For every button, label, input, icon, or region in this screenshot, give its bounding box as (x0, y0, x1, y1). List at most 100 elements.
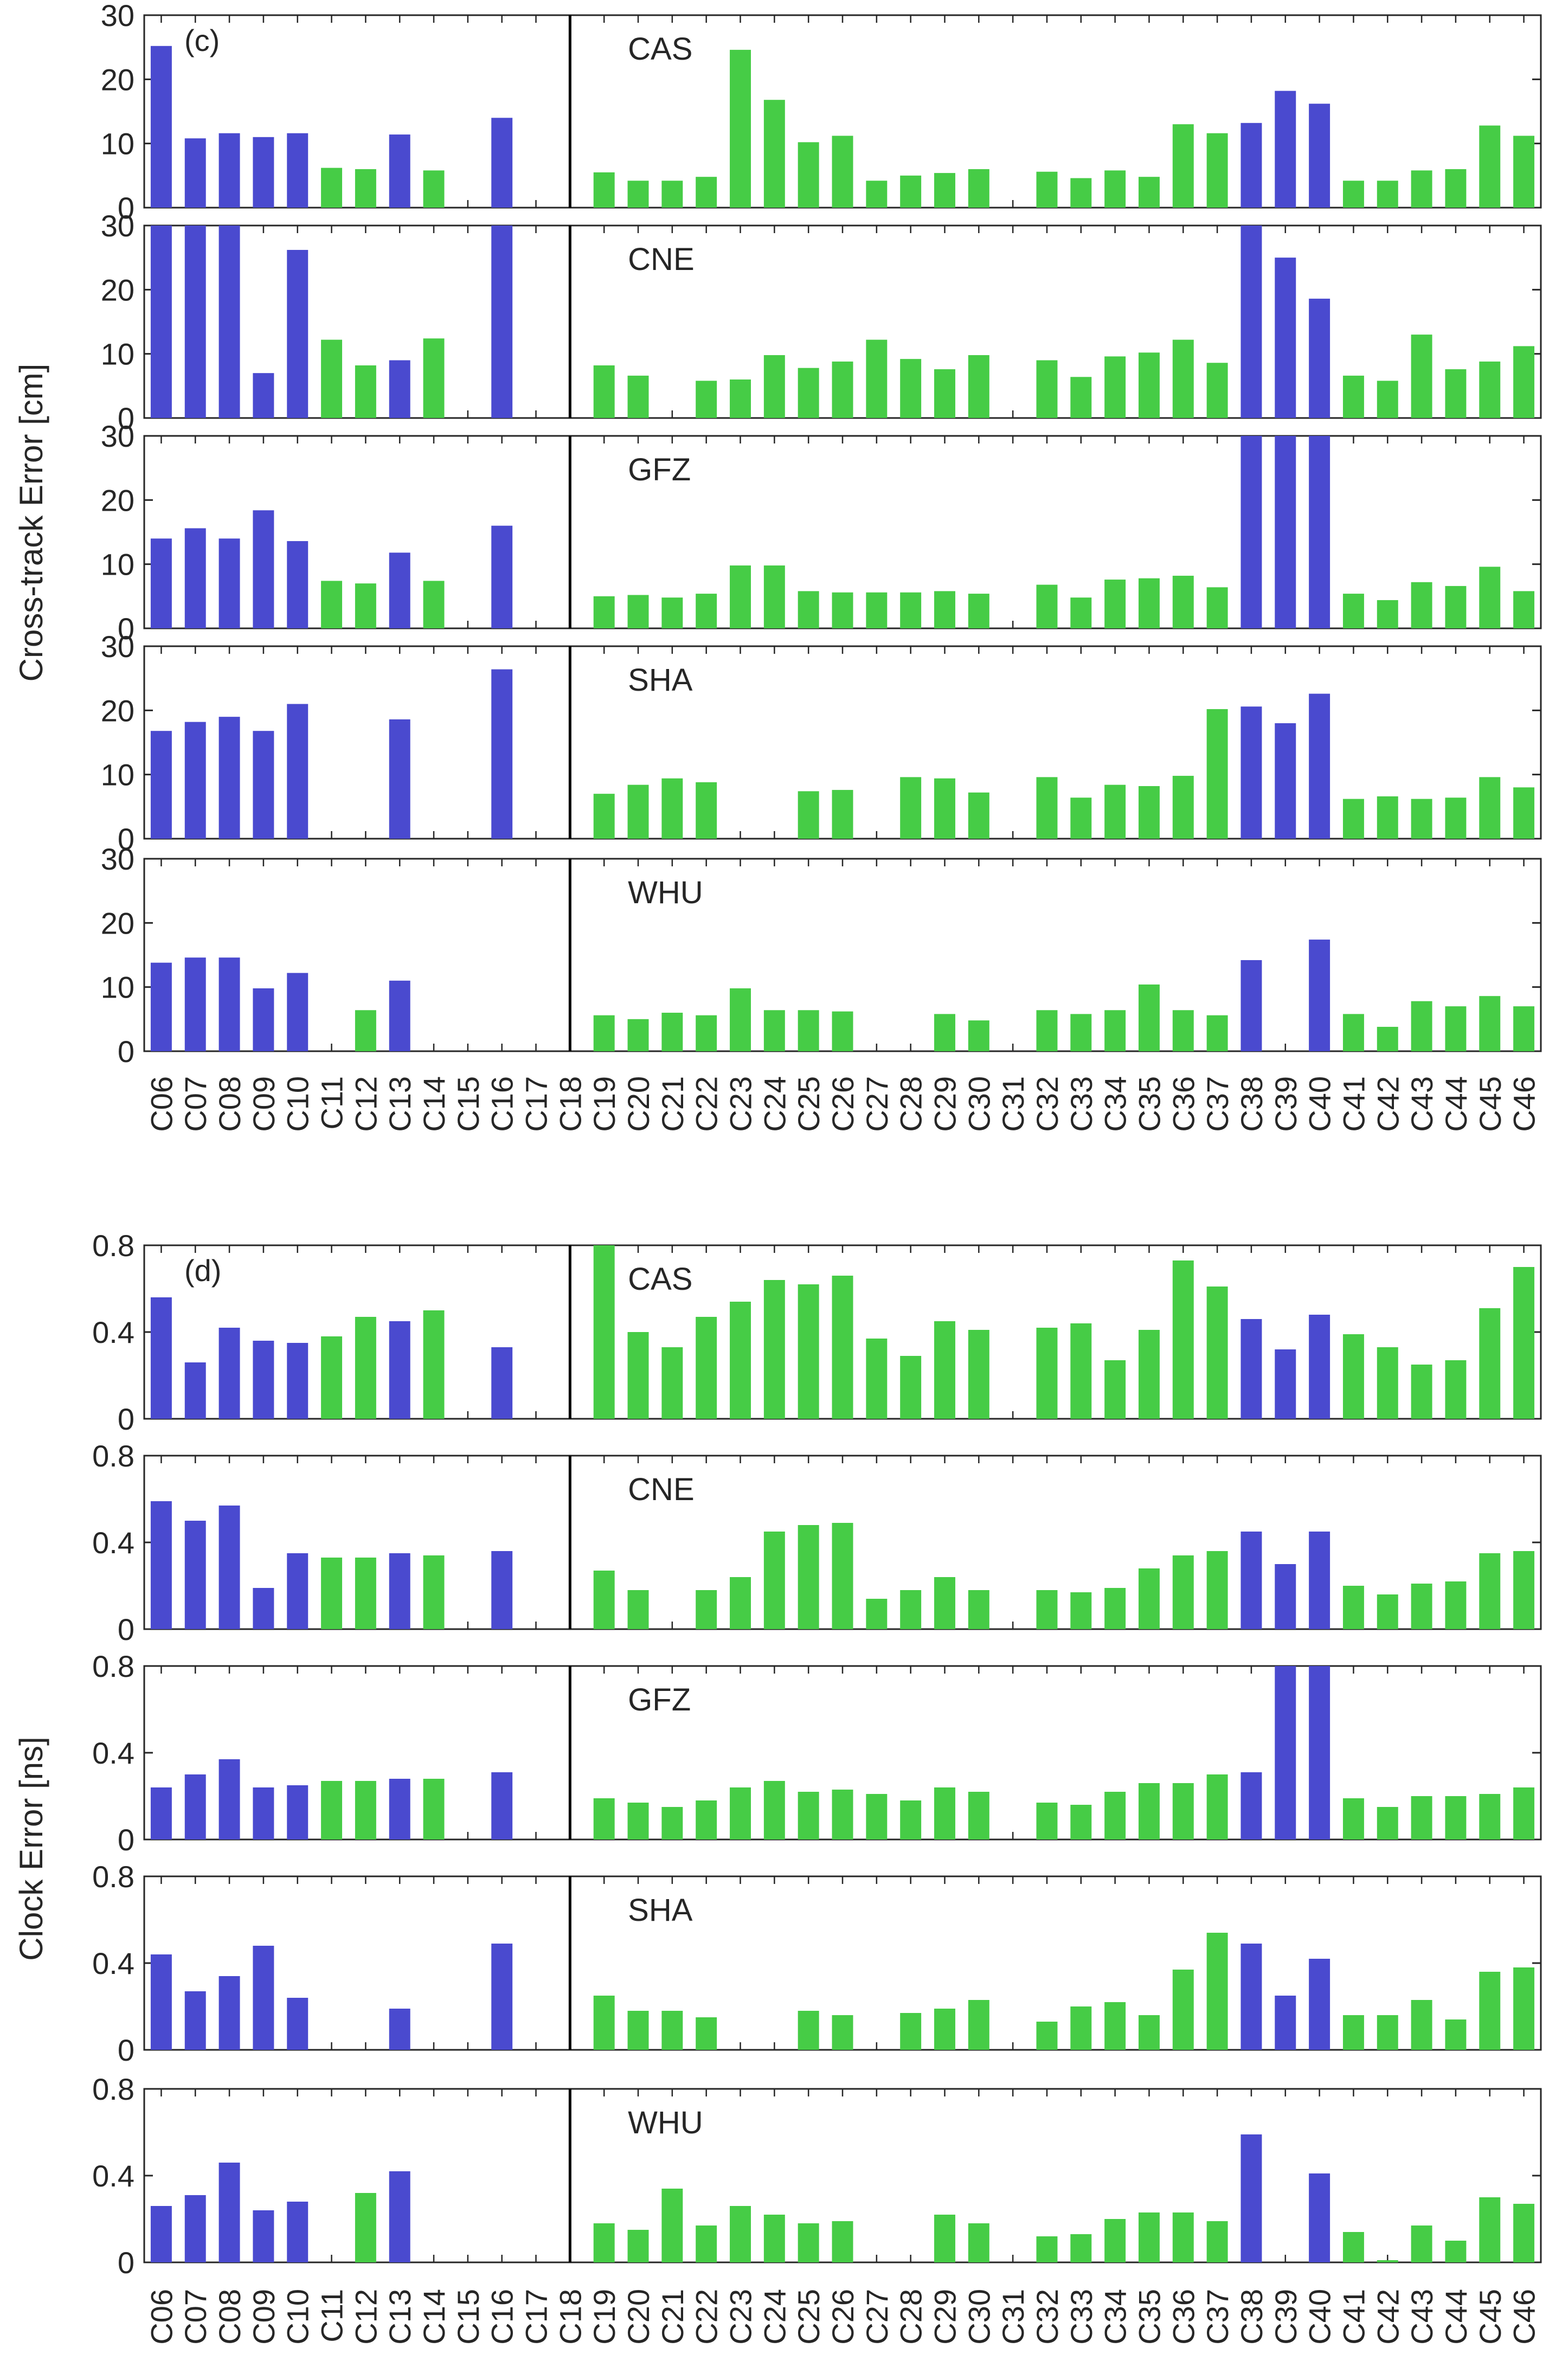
y-tick-label: 0.8 (92, 1649, 134, 1683)
x-tick-label: C06 (144, 2289, 178, 2345)
bar-gfz-c26 (832, 1790, 853, 1839)
bar-cas-c43 (1411, 170, 1432, 208)
x-tick-label: C24 (757, 1076, 792, 1132)
bar-whu-c41 (1342, 1014, 1364, 1051)
x-tick-label: C46 (1507, 1076, 1541, 1132)
bar-cas-c08 (218, 133, 240, 208)
bar-gfz-c12 (355, 1781, 376, 1839)
bar-gfz-c11 (321, 581, 343, 628)
bar-sha-c28 (900, 2013, 922, 2050)
y-tick-label: 0 (118, 1823, 134, 1857)
bar-cne-c26 (832, 1523, 853, 1629)
bar-cas-c42 (1377, 1347, 1398, 1419)
bar-whu-c09 (253, 2210, 274, 2262)
bar-cne-c11 (321, 339, 343, 418)
bar-gfz-c45 (1479, 1794, 1501, 1839)
y-tick-label: 30 (101, 629, 134, 664)
x-tick-label: C27 (860, 1076, 894, 1132)
bar-gfz-c39 (1275, 1666, 1296, 1839)
x-tick-label: C23 (724, 2289, 758, 2345)
bar-gfz-c13 (389, 1779, 410, 1839)
bar-whu-c29 (934, 2215, 955, 2262)
x-tick-label: C45 (1473, 2289, 1507, 2345)
y-tick-label: 10 (101, 337, 134, 371)
bar-whu-c44 (1445, 2241, 1467, 2262)
y-tick-label: 0.8 (92, 1860, 134, 1894)
x-tick-label: C08 (213, 2289, 247, 2345)
bar-sha-c34 (1104, 2002, 1126, 2050)
bar-cne-c44 (1445, 1581, 1467, 1629)
bar-cne-c42 (1377, 1594, 1398, 1629)
analysis-center-label: CNE (628, 1472, 694, 1507)
analysis-center-label: SHA (628, 662, 693, 698)
bar-gfz-c46 (1513, 591, 1535, 628)
bar-cas-c33 (1070, 178, 1092, 208)
bar-sha-c41 (1342, 799, 1364, 839)
bar-sha-c29 (934, 778, 955, 839)
x-tick-label: C35 (1132, 2289, 1166, 2345)
bar-sha-c10 (287, 704, 308, 839)
bar-whu-c13 (389, 2171, 410, 2262)
y-tick-label: 0.4 (92, 2159, 134, 2193)
bar-sha-c42 (1377, 796, 1398, 839)
x-tick-label: C30 (962, 2289, 996, 2345)
bar-cas-c21 (661, 181, 683, 208)
x-tick-label: C43 (1405, 1076, 1439, 1132)
x-tick-label: C40 (1303, 1076, 1337, 1132)
bar-cas-c27 (866, 181, 888, 208)
bar-gfz-c34 (1104, 580, 1126, 628)
x-tick-label: C14 (417, 2289, 451, 2345)
bar-sha-c22 (696, 782, 717, 839)
bar-cne-c23 (730, 379, 751, 418)
bar-sha-c46 (1513, 787, 1535, 839)
x-tick-label: C23 (724, 1076, 758, 1132)
bar-cas-c21 (661, 1347, 683, 1419)
bar-cas-c29 (934, 173, 955, 208)
bar-cne-c43 (1411, 335, 1432, 418)
bar-sha-c16 (491, 1944, 513, 2050)
bar-cas-c35 (1138, 177, 1160, 208)
bar-cne-c10 (287, 249, 308, 418)
bar-cas-c45 (1479, 125, 1501, 208)
x-tick-label: C16 (485, 2289, 519, 2345)
panel-cne: 0 10 20 30 CNE (101, 209, 1542, 435)
x-tick-label: C13 (383, 1076, 417, 1132)
bar-gfz-c23 (730, 565, 751, 628)
bar-cas-c14 (423, 1310, 445, 1419)
bar-sha-c43 (1411, 799, 1432, 839)
bar-whu-c26 (832, 2221, 853, 2262)
bar-whu-c34 (1104, 2219, 1126, 2262)
bar-gfz-c42 (1377, 1807, 1398, 1839)
bar-cne-c36 (1172, 1555, 1194, 1629)
bar-gfz-c09 (253, 510, 274, 628)
bar-cne-c33 (1070, 1592, 1092, 1629)
bar-cne-c33 (1070, 377, 1092, 418)
bar-gfz-c06 (150, 1787, 172, 1839)
x-tick-label: C11 (315, 2289, 349, 2343)
x-tick-label: C16 (485, 1076, 519, 1132)
bar-sha-c19 (593, 1996, 615, 2050)
bar-gfz-c07 (184, 528, 206, 628)
chart-group-cross-track: Cross-track Error [cm] 0 10 20 30 CAS (c) 0 10 20… (13, 0, 1542, 1132)
bar-cas-c43 (1411, 1365, 1432, 1419)
bar-cne-c22 (696, 1590, 717, 1629)
bar-gfz-c44 (1445, 586, 1467, 628)
x-tick-label: C10 (281, 1076, 315, 1132)
bar-gfz-c22 (696, 594, 717, 628)
bar-whu-c08 (218, 2163, 240, 2262)
x-tick-label: C31 (996, 2289, 1030, 2345)
bar-cas-c37 (1206, 1287, 1228, 1419)
bar-sha-c38 (1240, 1944, 1262, 2050)
bar-gfz-c10 (287, 1785, 308, 1839)
x-tick-label: C17 (519, 2289, 554, 2345)
bar-sha-c06 (150, 731, 172, 839)
bar-cas-c34 (1104, 170, 1126, 208)
analysis-center-label: GFZ (628, 1682, 691, 1718)
x-tick-label: C35 (1132, 1076, 1166, 1132)
bar-sha-c42 (1377, 2015, 1398, 2050)
bar-whu-c44 (1445, 1006, 1467, 1051)
bar-cas-c34 (1104, 1360, 1126, 1419)
bar-cne-c39 (1275, 1564, 1296, 1629)
bar-cas-c22 (696, 177, 717, 208)
y-tick-label: 0.8 (92, 1439, 134, 1473)
